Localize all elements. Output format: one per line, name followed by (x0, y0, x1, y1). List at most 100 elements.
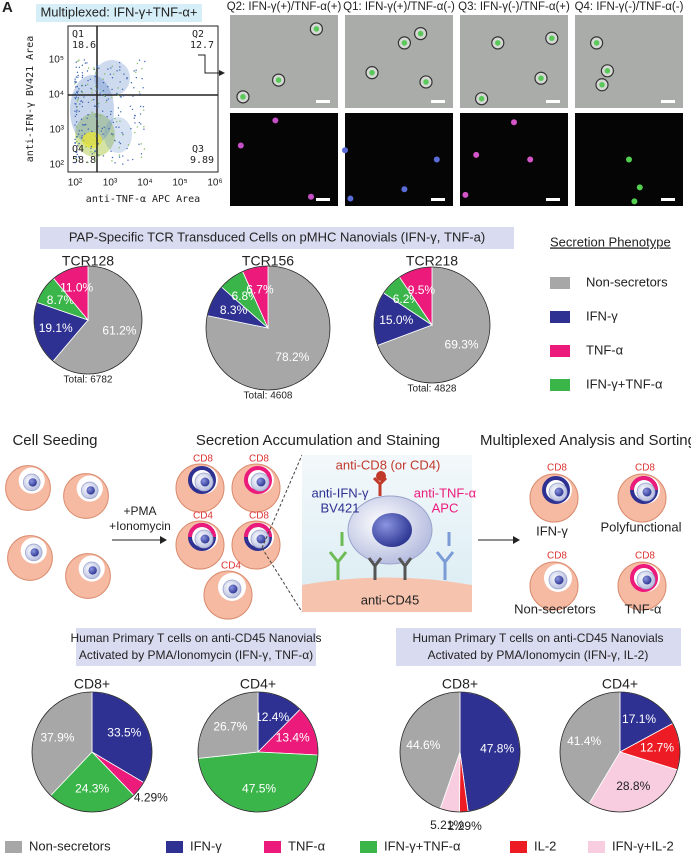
event-dot (114, 140, 117, 142)
event-dot (119, 66, 121, 68)
vial-marker: CD4 (193, 511, 213, 522)
event-dot (116, 92, 118, 95)
flow-plot: Q1 18.6 Q2 12.7 Q3 9.89 Q4 58.8 anti-IFN… (25, 25, 223, 205)
event-dot (82, 124, 84, 126)
event-dot (133, 87, 135, 89)
event-dot (96, 66, 98, 68)
antibody-label: anti-IFN-γ (311, 485, 369, 500)
fluor-cell (433, 156, 440, 163)
event-dot (91, 111, 93, 113)
event-dot (75, 86, 77, 88)
pie-charts: TCR128 Total: 6782 61.2% 19.1% 8.7%11.0% TCR1… (31, 253, 681, 833)
cell (495, 40, 501, 46)
fluor-cell (631, 198, 638, 205)
shape (630, 564, 658, 592)
antibody-label: anti-TNF-α (414, 485, 477, 500)
microscopy: Q2: IFN-γ(+)/TNF-α(+) Q1: IFN-γ(+)/TNF-α(… (227, 1, 684, 206)
fluor-cell (462, 191, 469, 198)
cell (478, 95, 485, 102)
event-dot (76, 91, 79, 94)
arrow-head (219, 70, 225, 76)
event-dot (114, 117, 116, 120)
event-dot (135, 69, 137, 71)
nanovial-icon (194, 529, 214, 549)
cell (417, 30, 424, 37)
fluor-cell (237, 142, 244, 149)
legend-label: Non-secretors (29, 838, 111, 853)
legend-swatch (550, 311, 570, 323)
event-dot (74, 93, 76, 95)
legend-label: IL-2 (534, 838, 556, 853)
event-dot (123, 73, 125, 75)
event-dot (102, 155, 105, 157)
chart-title: TCR218 (406, 253, 458, 269)
event-dot (127, 159, 129, 161)
event-dot (91, 130, 93, 133)
event-dot (132, 158, 134, 161)
event-dot (75, 96, 78, 98)
event-dot (136, 126, 139, 128)
cell (369, 69, 375, 76)
arrow-head (513, 536, 520, 544)
event-dot (112, 121, 115, 124)
event-dot (111, 96, 113, 99)
event-dot (91, 99, 93, 101)
event-dot (74, 83, 76, 85)
event-dot (96, 88, 98, 91)
event-dot (106, 99, 108, 102)
event-dot (110, 133, 113, 135)
event-dot (134, 131, 136, 134)
legend-swatch (264, 841, 281, 853)
event-dot (76, 153, 79, 156)
event-dot (77, 76, 79, 78)
event-dot (140, 153, 143, 155)
event-dot (95, 115, 97, 117)
event-dot (118, 141, 120, 143)
event-dot (141, 68, 143, 70)
event-dot (87, 67, 90, 69)
chart-title: CD4+ (240, 676, 276, 692)
event-dot (98, 67, 100, 69)
event-dot (77, 98, 79, 101)
event-dot (76, 136, 78, 138)
event-dot (110, 110, 112, 113)
legend-label: TNF-α (288, 838, 326, 853)
event-dot (93, 68, 95, 71)
event-dot (95, 105, 97, 107)
event-dot (133, 70, 135, 72)
fluor-cell (401, 186, 408, 193)
value-label: 37.9% (40, 730, 74, 744)
event-dot (108, 128, 110, 130)
step-title: Multiplexed Analysis and Sorting (480, 432, 691, 449)
event-dot (96, 118, 99, 120)
shape (188, 466, 216, 494)
event-dot (74, 78, 76, 80)
event-dot (81, 129, 83, 132)
event-dot (93, 151, 95, 154)
scale-bar (661, 198, 675, 201)
cell (604, 68, 611, 74)
event-dot (135, 76, 138, 79)
event-dot (76, 141, 78, 143)
event-dot (93, 105, 96, 107)
value-label: 11.0% (60, 281, 93, 295)
vial-marker: CD8 (635, 551, 655, 562)
event-dot (95, 135, 98, 137)
value-label: 8.3% (220, 303, 248, 317)
event-dot (110, 67, 112, 69)
legend-label: IFN-γ (190, 838, 222, 853)
event-dot (78, 155, 80, 158)
event-dot (79, 103, 81, 105)
fluor-cell (342, 147, 348, 154)
phenotype-label: TNF-α (624, 601, 662, 616)
value-label: 47.8% (480, 742, 514, 756)
vial-marker: CD4 (221, 561, 241, 572)
event-dot (81, 64, 84, 67)
event-dot (75, 156, 77, 158)
event-dot (81, 101, 84, 103)
event-dot (80, 100, 83, 102)
fluor-cell (347, 195, 354, 202)
event-dot (126, 147, 128, 150)
event-dot (111, 156, 114, 159)
event-dot (135, 71, 137, 74)
